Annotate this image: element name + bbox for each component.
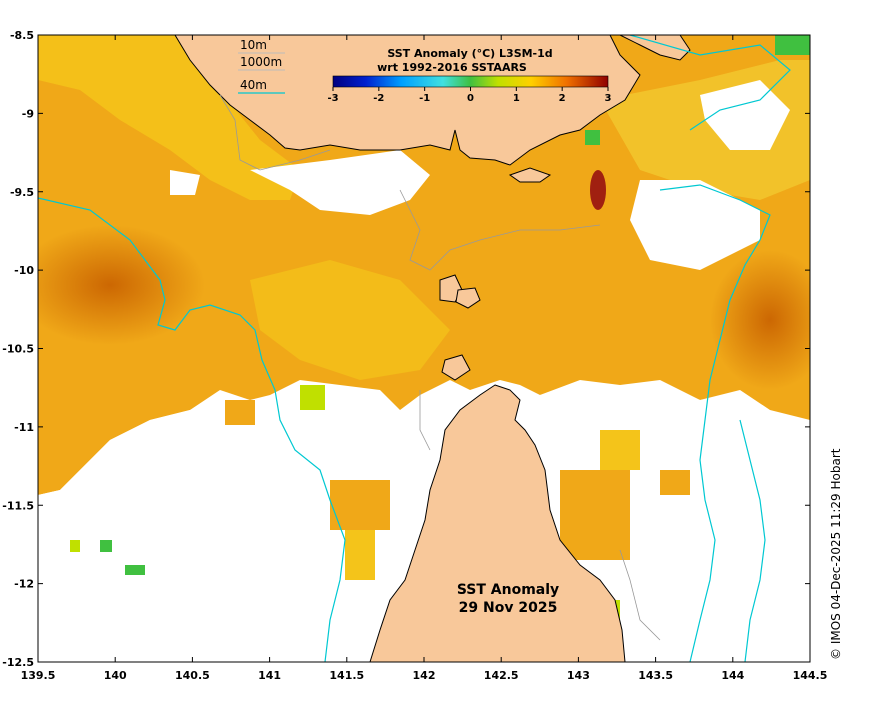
sst-patch [330,480,390,530]
y-tick-label: -10.5 [2,343,34,356]
colorbar: SST Anomaly (°C) L3SM-1d wrt 1992-2016 S… [327,47,611,104]
data-gap-south-west [38,395,380,662]
x-tick-label: 142 [413,669,436,682]
island-east [619,35,691,61]
data-gap-northeast [700,80,790,150]
contour-key-label-10m: 10m [240,38,267,52]
torres-island [441,354,471,381]
x-axis: 139.5 140 140.5 141 141.5 142 142.5 143 143.5 144… [21,35,828,682]
cape-york-land [369,384,626,662]
plot-area [38,35,810,662]
contour-shallow [619,549,661,641]
contour-40m [629,35,791,131]
x-tick-label: 140.5 [175,669,210,682]
data-gap-east-1 [630,180,760,270]
colorbar-gradient [332,75,609,88]
y-axis: -8.5-9-9.5-10-10.5-11-11.5-12-12.5 [2,29,810,669]
warm-anomaly-west [38,225,205,345]
sst-patch [300,385,325,410]
sst-patch [100,540,112,552]
x-tick-label: 144 [721,669,744,682]
colorbar-tick-label: 3 [605,93,612,104]
colorbar-tick-label: 2 [559,93,566,104]
contour-shallow [219,94,331,171]
contour-40m [739,419,766,662]
y-tick-label: -9 [22,107,34,120]
x-tick-label: 144.5 [793,669,828,682]
sst-patch [345,530,375,580]
sst-patch [775,35,810,55]
y-tick-label: -12.5 [2,656,34,669]
x-tick-label: 143.5 [638,669,673,682]
colorbar-tick-label: -1 [419,93,430,104]
colorbar-tick-label: -2 [373,93,384,104]
y-tick-label: -11.5 [2,499,34,512]
contour-40m [38,197,346,662]
credit-text: © IMOS 04-Dec-2025 11:29 Hobart [829,448,843,660]
x-tick-label: 140 [104,669,127,682]
x-tick-label: 141 [258,669,281,682]
contour-shallow [419,390,431,451]
colorbar-ticks: -3 -2 -1 0 1 2 3 [327,87,612,104]
y-tick-label: -9.5 [10,186,34,199]
x-tick-label: 139.5 [21,669,56,682]
x-tick-label: 141.5 [329,669,364,682]
sst-patch [660,470,690,495]
colorbar-tick-label: 1 [513,93,520,104]
colorbar-tick-label: -3 [327,93,338,104]
data-gap-gulf-north [250,150,430,215]
sst-patch [70,540,80,552]
contour-shallow [399,189,601,271]
sst-patch [585,130,600,145]
contour-40m [659,184,771,662]
sst-field-mild-northwest [38,35,300,200]
data-gap-west-small [170,170,200,195]
new-guinea-land [174,35,641,166]
sst-field-mild-center [250,260,450,380]
annotation-date: 29 Nov 2025 [459,600,558,616]
y-tick-label: -10 [14,264,34,277]
annotation-title: SST Anomaly [457,582,559,598]
sst-patch [600,430,640,470]
contour-key: 10m 1000m 40m [238,38,285,94]
x-tick-label: 142.5 [484,669,519,682]
new-guinea-land-east [508,167,552,183]
torres-island [455,287,481,309]
contour-key-label-1000m: 1000m [240,55,282,69]
contour-key-label-40m: 40m [240,78,267,92]
colorbar-tick-label: 0 [467,93,474,104]
x-tick-label: 143 [567,669,590,682]
y-tick-label: -8.5 [10,29,34,42]
warm-anomaly-northeast-spot [590,170,606,210]
warm-anomaly-east [710,250,810,390]
y-tick-label: -12 [14,578,34,591]
sst-patch [560,470,630,560]
y-tick-label: -11 [14,421,34,434]
sst-patch [125,565,145,575]
colorbar-title-line2: wrt 1992-2016 SSTAARS [377,61,527,74]
colorbar-title-line1: SST Anomaly (°C) L3SM-1d [387,47,552,60]
sst-patch [225,400,255,425]
